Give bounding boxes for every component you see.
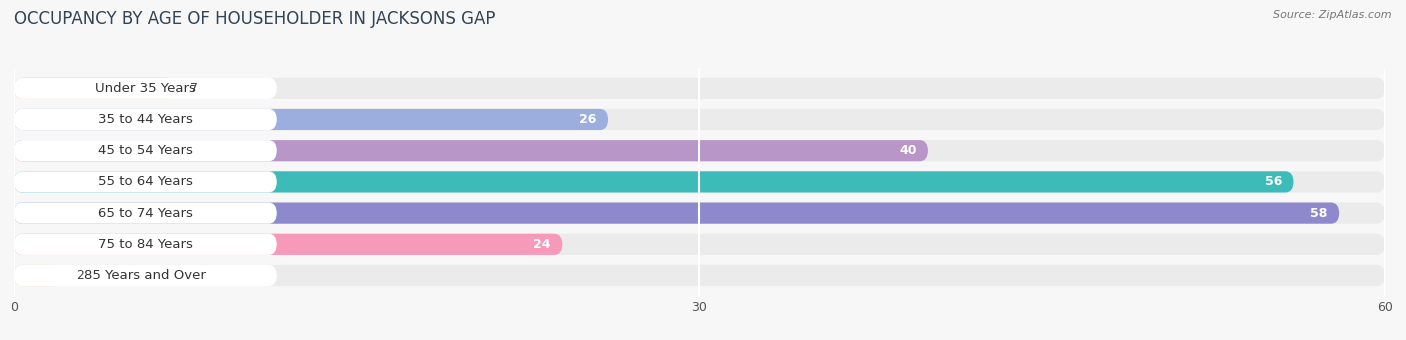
Text: 45 to 54 Years: 45 to 54 Years [98, 144, 193, 157]
FancyBboxPatch shape [14, 171, 1385, 192]
FancyBboxPatch shape [14, 78, 1385, 99]
Text: Under 35 Years: Under 35 Years [96, 82, 195, 95]
Text: 56: 56 [1265, 175, 1282, 188]
FancyBboxPatch shape [14, 203, 1385, 224]
FancyBboxPatch shape [14, 140, 277, 161]
FancyBboxPatch shape [14, 78, 174, 99]
FancyBboxPatch shape [14, 109, 1385, 130]
Text: 2: 2 [76, 269, 83, 282]
Text: 55 to 64 Years: 55 to 64 Years [98, 175, 193, 188]
FancyBboxPatch shape [14, 203, 277, 224]
FancyBboxPatch shape [14, 203, 1340, 224]
Text: 24: 24 [533, 238, 551, 251]
Text: 85 Years and Over: 85 Years and Over [84, 269, 207, 282]
FancyBboxPatch shape [14, 234, 1385, 255]
FancyBboxPatch shape [14, 171, 1294, 192]
FancyBboxPatch shape [14, 234, 277, 255]
FancyBboxPatch shape [14, 234, 562, 255]
FancyBboxPatch shape [14, 109, 609, 130]
FancyBboxPatch shape [14, 265, 60, 286]
Text: 58: 58 [1310, 207, 1327, 220]
FancyBboxPatch shape [14, 265, 1385, 286]
FancyBboxPatch shape [14, 109, 277, 130]
Text: 26: 26 [579, 113, 596, 126]
FancyBboxPatch shape [14, 171, 277, 192]
Text: OCCUPANCY BY AGE OF HOUSEHOLDER IN JACKSONS GAP: OCCUPANCY BY AGE OF HOUSEHOLDER IN JACKS… [14, 10, 495, 28]
Text: 75 to 84 Years: 75 to 84 Years [98, 238, 193, 251]
Text: Source: ZipAtlas.com: Source: ZipAtlas.com [1274, 10, 1392, 20]
Text: 65 to 74 Years: 65 to 74 Years [98, 207, 193, 220]
FancyBboxPatch shape [14, 140, 928, 161]
Text: 7: 7 [190, 82, 198, 95]
FancyBboxPatch shape [14, 140, 1385, 161]
FancyBboxPatch shape [14, 265, 277, 286]
Text: 35 to 44 Years: 35 to 44 Years [98, 113, 193, 126]
Text: 40: 40 [898, 144, 917, 157]
FancyBboxPatch shape [14, 78, 277, 99]
